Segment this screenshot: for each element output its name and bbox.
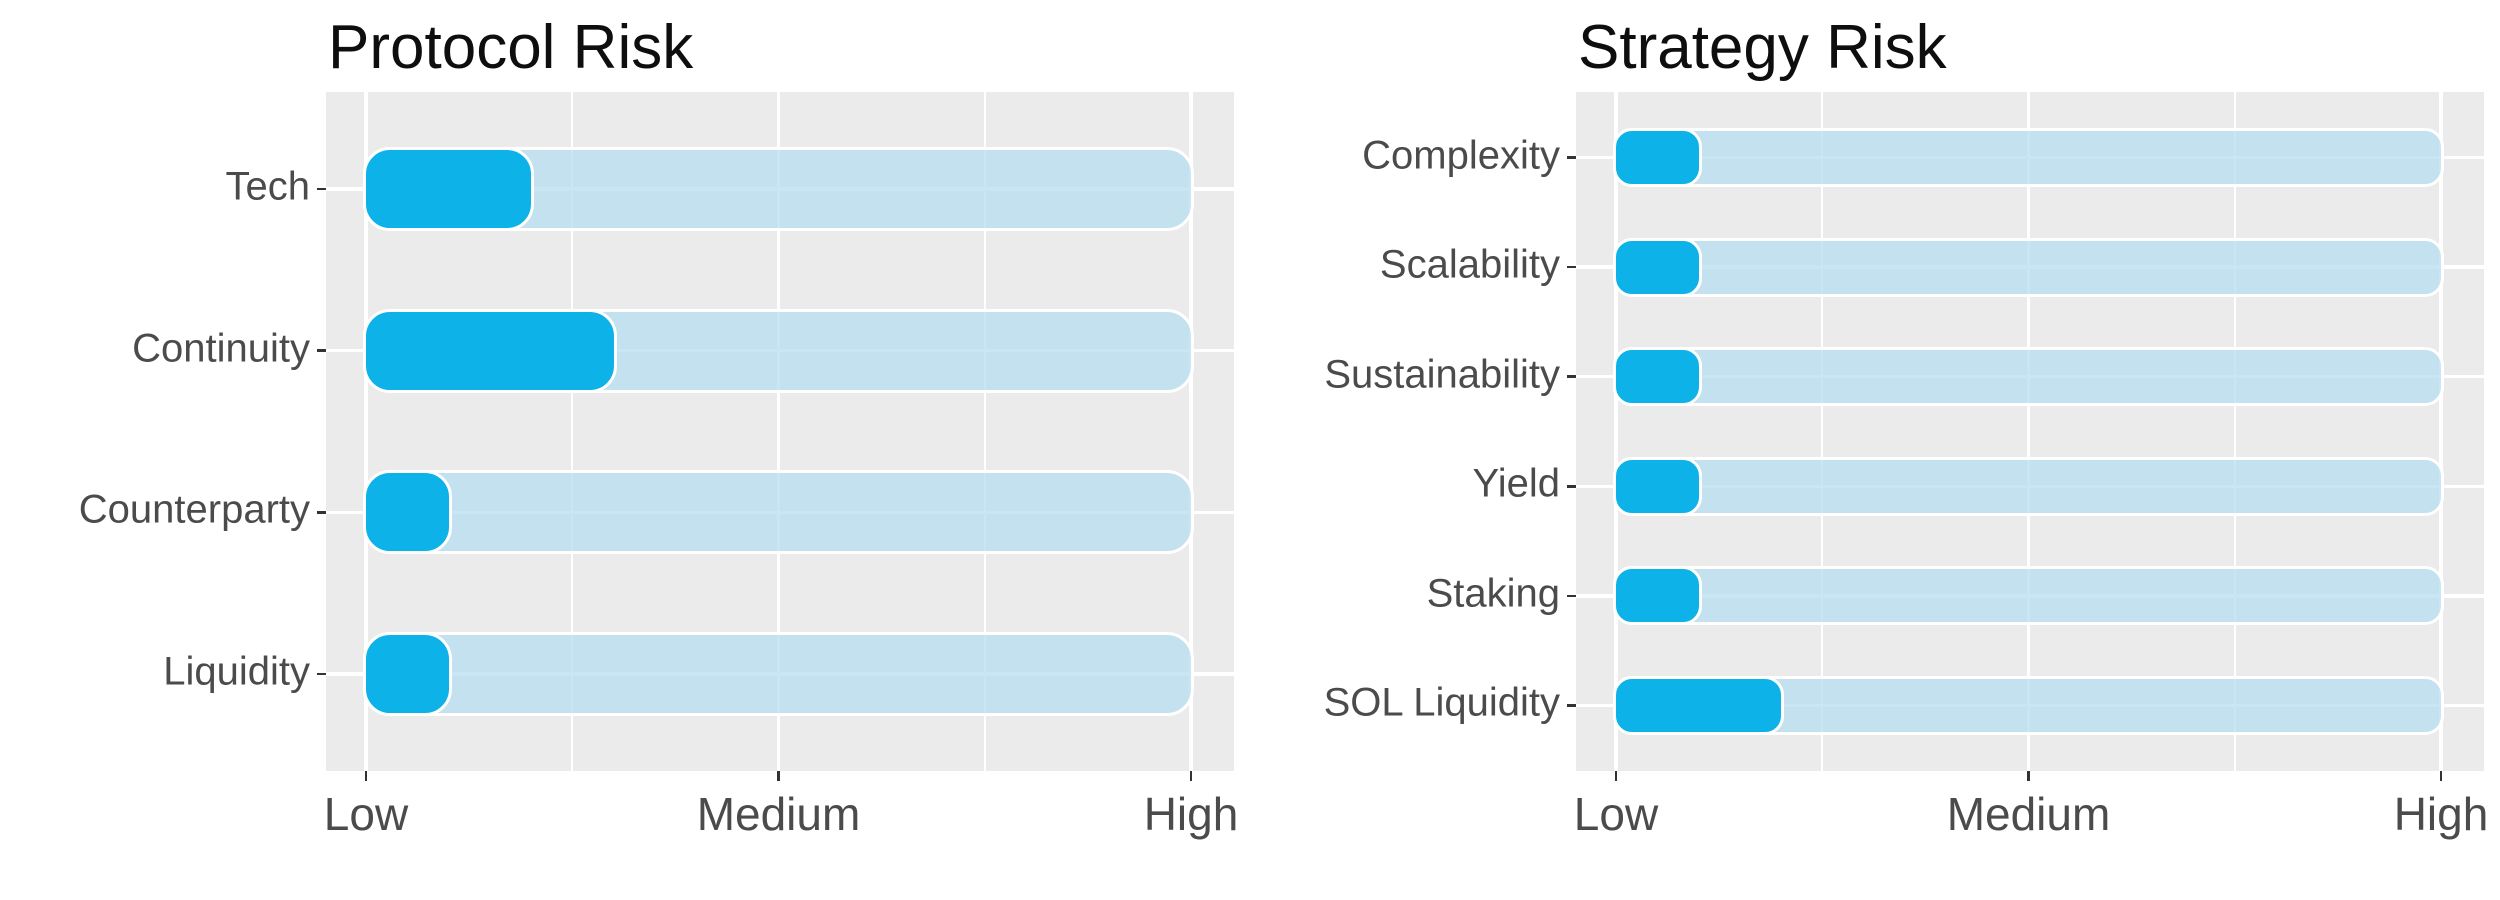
minor-gridline bbox=[571, 92, 574, 771]
x-axis-tick bbox=[2027, 771, 2030, 781]
major-gridline bbox=[776, 92, 781, 771]
x-tick-label-medium: Medium bbox=[1946, 788, 2111, 840]
minor-gridline bbox=[2233, 92, 2236, 771]
category-label-liquidity: Liquidity bbox=[163, 649, 310, 694]
plot-panel bbox=[1576, 92, 2484, 771]
x-axis-tick bbox=[2439, 771, 2443, 781]
protocol-risk-chart: Protocol Risk Tech Continuity Counterparty… bbox=[78, 13, 1239, 840]
x-tick-label-medium: Medium bbox=[696, 788, 861, 840]
y-axis-tick bbox=[317, 187, 326, 191]
y-axis-tick bbox=[317, 349, 326, 352]
y-axis-tick bbox=[1567, 704, 1576, 707]
bar-track-scalability bbox=[1613, 237, 2444, 297]
x-tick-label-low: Low bbox=[1573, 788, 1659, 840]
bar-counterparty bbox=[363, 470, 452, 555]
category-label-staking: Staking bbox=[1426, 571, 1560, 616]
bar-track-counterparty bbox=[363, 470, 1194, 555]
y-axis-tick bbox=[317, 672, 326, 676]
bar-track-yield bbox=[1613, 456, 2444, 516]
major-gridline bbox=[2439, 92, 2443, 771]
strategy-risk-chart: Strategy Risk Complexity Scalability Susta… bbox=[1250, 0, 2500, 900]
y-axis-tick bbox=[317, 511, 326, 514]
chart-title: Protocol Risk bbox=[328, 13, 694, 82]
bar-staking bbox=[1613, 566, 1702, 626]
y-axis-tick bbox=[1567, 485, 1576, 488]
bar-track-sustainability bbox=[1613, 347, 2444, 407]
x-tick-label-high: High bbox=[1143, 788, 1239, 840]
chart-title: Strategy Risk bbox=[1578, 13, 1947, 82]
major-gridline bbox=[1189, 92, 1193, 771]
y-axis-tick bbox=[1567, 156, 1576, 159]
x-axis-tick bbox=[364, 771, 368, 781]
bar-track-staking bbox=[1613, 566, 2444, 626]
major-gridline bbox=[1614, 92, 1618, 771]
category-label-sustainability: Sustainability bbox=[1324, 352, 1560, 397]
bar-yield bbox=[1613, 456, 1702, 516]
bar-track-liquidity bbox=[363, 632, 1194, 716]
plot-panel bbox=[326, 92, 1234, 771]
y-axis-tick bbox=[1567, 594, 1576, 598]
major-gridline bbox=[2026, 92, 2031, 771]
x-axis-tick bbox=[1189, 771, 1193, 781]
bar-track-complexity bbox=[1613, 128, 2444, 188]
major-gridline bbox=[364, 92, 368, 771]
bar-complexity bbox=[1613, 128, 1702, 188]
category-label-yield: Yield bbox=[1472, 461, 1560, 506]
x-axis-tick bbox=[1614, 771, 1618, 781]
minor-gridline bbox=[983, 92, 986, 771]
bar-liquidity bbox=[363, 632, 452, 716]
bar-sustainability bbox=[1613, 347, 1702, 407]
bar-sol-liquidity bbox=[1613, 675, 1784, 735]
category-label-tech: Tech bbox=[225, 164, 311, 209]
category-label-complexity: Complexity bbox=[1362, 133, 1560, 178]
category-label-sol-liquidity: SOL Liquidity bbox=[1323, 680, 1560, 725]
bar-scalability bbox=[1613, 237, 1702, 297]
x-axis-tick bbox=[777, 771, 780, 781]
category-label-continuity: Continuity bbox=[132, 326, 310, 371]
y-axis-tick bbox=[1567, 265, 1576, 269]
y-axis-tick bbox=[1567, 375, 1576, 378]
category-label-counterparty: Counterparty bbox=[78, 488, 310, 533]
bar-tech bbox=[363, 147, 534, 231]
bar-continuity bbox=[363, 308, 617, 393]
minor-gridline bbox=[1821, 92, 1824, 771]
x-tick-label-high: High bbox=[2393, 788, 2489, 840]
x-tick-label-low: Low bbox=[323, 788, 409, 840]
category-label-scalability: Scalability bbox=[1379, 242, 1560, 287]
